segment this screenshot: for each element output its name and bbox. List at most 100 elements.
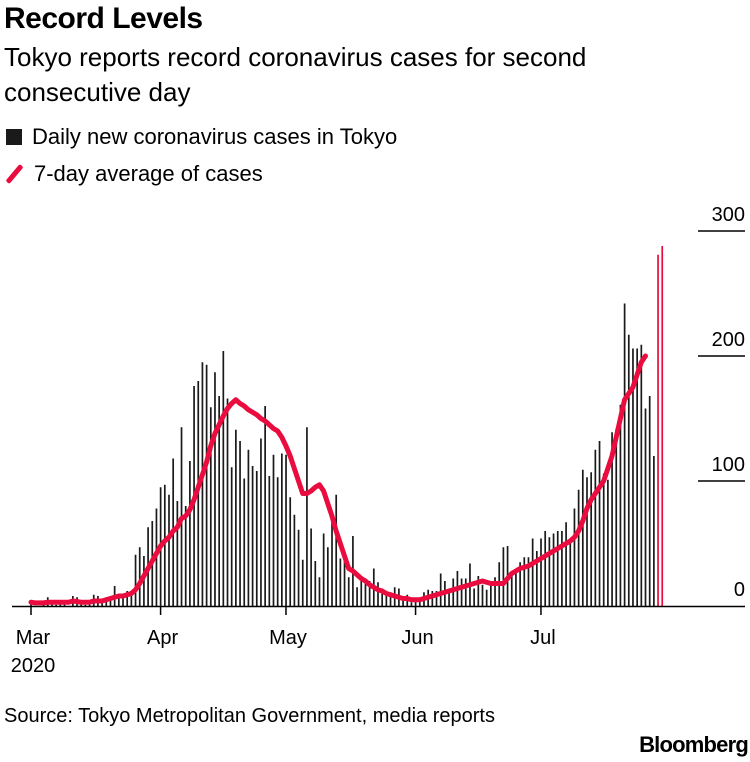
daily-cases-bar <box>126 591 129 606</box>
daily-cases-bar <box>214 372 216 606</box>
source-note: Source: Tokyo Metropolitan Government, m… <box>4 705 495 727</box>
line-swatch-icon <box>4 164 26 184</box>
daily-cases-bar <box>586 477 588 606</box>
daily-cases-bar <box>264 406 266 606</box>
daily-cases-bar <box>368 581 371 606</box>
daily-cases-bar <box>326 547 329 606</box>
daily-cases-bar <box>439 573 442 606</box>
daily-cases-bar <box>510 572 513 606</box>
daily-cases-bar <box>627 334 630 606</box>
daily-cases-bar <box>364 578 367 606</box>
x-tick-label: May <box>269 627 307 649</box>
daily-cases-bar <box>460 578 463 606</box>
daily-cases-bar <box>222 351 225 606</box>
daily-cases-bar <box>385 596 388 606</box>
seven-day-average-line <box>28 353 648 606</box>
daily-cases-bar <box>598 441 601 606</box>
daily-cases-bar <box>653 456 655 606</box>
daily-cases-bar <box>611 432 613 606</box>
bar-swatch-icon <box>6 129 22 145</box>
daily-cases-bar <box>410 602 413 606</box>
daily-cases-bar <box>569 538 572 606</box>
daily-cases-bar <box>644 408 647 606</box>
daily-cases-bar <box>347 577 350 606</box>
daily-cases-bar <box>661 246 664 606</box>
cases-chart: 0 100 200 300 Mar 2020 Apr May Jun Jul <box>11 204 745 677</box>
daily-cases-bar <box>243 478 246 606</box>
daily-cases-bar <box>255 471 258 606</box>
daily-cases-bar <box>623 303 626 606</box>
daily-cases-bar <box>494 577 496 606</box>
daily-cases-bar <box>381 588 384 606</box>
x-tick-label: Jul <box>530 627 556 649</box>
daily-cases-bar <box>235 429 237 606</box>
daily-cases-bar <box>418 599 421 606</box>
bloomberg-logo: Bloomberg <box>639 732 749 757</box>
daily-cases-bar <box>134 554 137 606</box>
daily-cases-bar <box>176 501 179 606</box>
daily-cases-bar <box>523 557 526 606</box>
daily-cases-bar <box>602 473 605 606</box>
daily-cases-bar <box>247 449 250 606</box>
daily-cases-bar <box>318 577 321 606</box>
daily-cases-bar <box>535 551 538 606</box>
daily-cases-bar <box>335 494 338 606</box>
daily-cases-bar <box>502 547 505 606</box>
daily-cases-bar <box>527 557 530 606</box>
daily-cases-bar <box>590 472 593 606</box>
daily-cases-bar <box>594 449 597 606</box>
daily-cases-bar <box>230 467 233 606</box>
x-tick-label: Mar <box>16 627 51 649</box>
daily-cases-bar <box>477 576 480 606</box>
daily-cases-bar <box>138 547 141 606</box>
daily-cases-bar <box>205 364 208 606</box>
y-tick-label: 200 <box>712 329 745 351</box>
daily-cases-bar <box>268 476 271 606</box>
daily-cases-bar <box>343 557 346 606</box>
daily-cases-bar <box>565 522 567 606</box>
daily-cases-bar <box>481 584 484 606</box>
chart-title: Record Levels <box>4 2 203 35</box>
daily-cases-bar <box>607 479 609 606</box>
daily-cases-bar <box>615 428 618 606</box>
daily-cases-bar <box>276 477 279 606</box>
daily-cases-bar <box>640 344 643 606</box>
daily-cases-bar <box>485 589 488 606</box>
daily-cases-bar <box>577 489 580 606</box>
daily-cases-bar <box>218 396 220 606</box>
daily-cases-bar <box>544 531 547 606</box>
daily-cases-bar <box>301 559 304 606</box>
daily-cases-bar <box>209 407 212 606</box>
daily-cases-bar <box>226 398 229 606</box>
daily-cases-bar <box>339 558 342 606</box>
daily-cases-bar <box>552 533 555 606</box>
daily-cases-bar <box>561 531 563 606</box>
legend-label-average: 7-day average of cases <box>34 161 263 186</box>
daily-cases-bar <box>556 531 559 606</box>
daily-cases-bar <box>322 533 325 606</box>
daily-cases-bar <box>297 529 300 606</box>
daily-cases-bar <box>285 454 287 606</box>
daily-cases-bar <box>281 453 283 606</box>
daily-cases-bar <box>260 438 262 606</box>
x-axis: Mar 2020 Apr May Jun Jul <box>11 605 745 677</box>
y-tick-label: 300 <box>712 204 745 226</box>
daily-cases-bar <box>515 569 517 606</box>
y-axis: 0 100 200 300 <box>698 204 745 601</box>
daily-cases-bar <box>657 254 659 606</box>
legend-item-average: 7-day average of cases <box>4 161 263 187</box>
daily-cases-bar <box>519 562 521 606</box>
daily-cases-bar <box>331 522 333 606</box>
daily-cases-bar <box>619 404 622 606</box>
daily-cases-bar <box>163 484 166 606</box>
daily-cases-bar <box>314 561 317 606</box>
daily-cases-bar <box>55 604 57 606</box>
y-tick-label: 100 <box>712 454 745 476</box>
daily-cases-bar <box>168 494 170 606</box>
daily-cases-bar <box>389 592 392 606</box>
daily-cases-bar <box>636 348 638 606</box>
daily-cases-bar <box>101 603 103 606</box>
daily-cases-bar <box>356 587 358 606</box>
daily-cases-bar <box>293 514 296 606</box>
daily-cases-bar <box>310 528 312 606</box>
